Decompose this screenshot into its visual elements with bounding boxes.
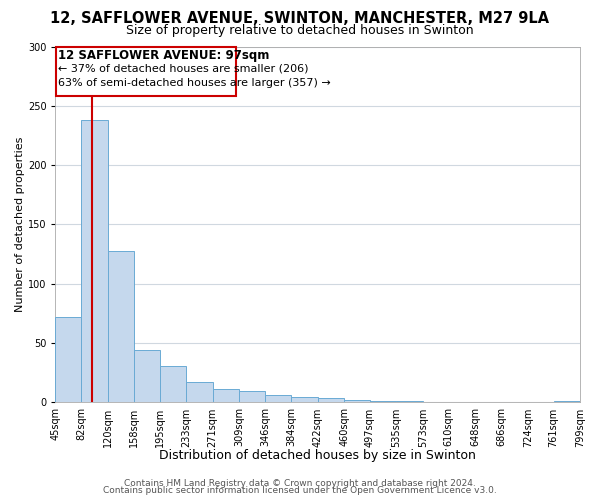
Y-axis label: Number of detached properties: Number of detached properties (15, 137, 25, 312)
Bar (344, 400, 370, 402)
Bar (265, 396, 291, 402)
Bar (318, 398, 344, 402)
Bar (160, 366, 186, 403)
Text: Contains HM Land Registry data © Crown copyright and database right 2024.: Contains HM Land Registry data © Crown c… (124, 479, 476, 488)
X-axis label: Distribution of detached houses by size in Swinton: Distribution of detached houses by size … (159, 450, 476, 462)
Bar (107, 250, 134, 402)
FancyBboxPatch shape (56, 46, 236, 96)
Bar (291, 396, 318, 402)
Bar (239, 390, 265, 402)
Text: 12, SAFFLOWER AVENUE, SWINTON, MANCHESTER, M27 9LA: 12, SAFFLOWER AVENUE, SWINTON, MANCHESTE… (50, 11, 550, 26)
Text: Size of property relative to detached houses in Swinton: Size of property relative to detached ho… (126, 24, 474, 37)
Text: 12 SAFFLOWER AVENUE: 97sqm: 12 SAFFLOWER AVENUE: 97sqm (58, 49, 269, 62)
Bar (134, 350, 160, 403)
Bar (212, 390, 239, 402)
Bar (55, 317, 81, 402)
Text: Contains public sector information licensed under the Open Government Licence v3: Contains public sector information licen… (103, 486, 497, 495)
Text: ← 37% of detached houses are smaller (206)
63% of semi-detached houses are large: ← 37% of detached houses are smaller (20… (58, 63, 331, 88)
Bar (81, 120, 107, 403)
Bar (186, 382, 212, 402)
